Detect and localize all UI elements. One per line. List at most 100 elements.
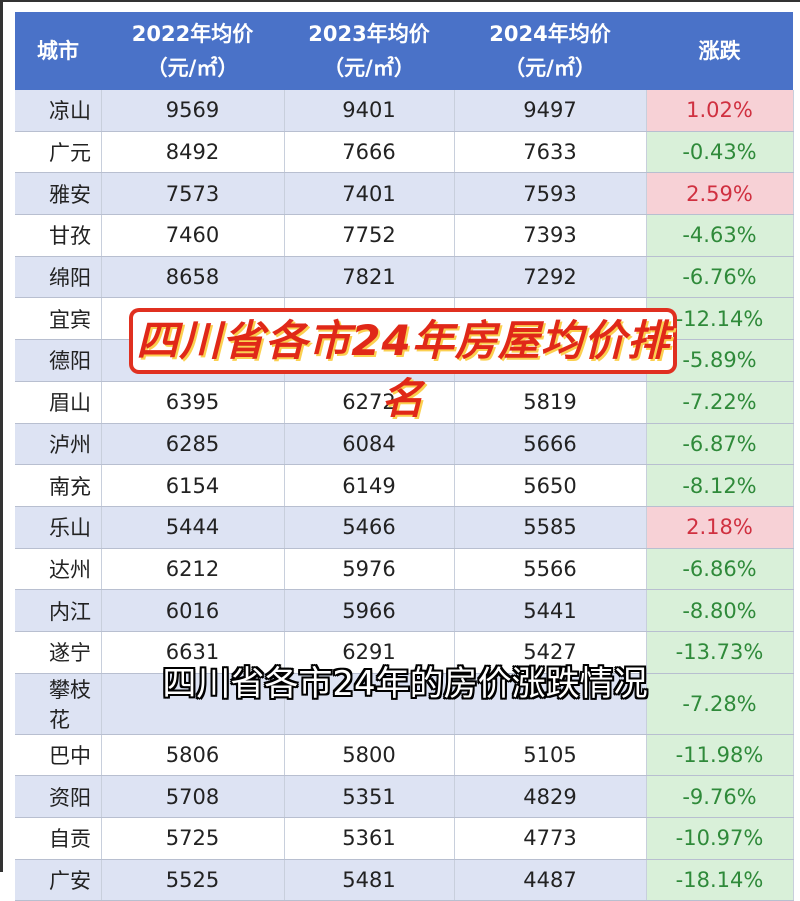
city-cell: 资阳	[15, 775, 102, 818]
table-row: 泸州 6285 6084 5666 -6.87%	[15, 423, 794, 466]
table-row: 资阳 5708 5351 4829 -9.76%	[15, 775, 794, 818]
table-row: 眉山 6395 6272 5819 -7.22%	[15, 381, 794, 424]
header-unit: （元/㎡）	[146, 56, 239, 80]
price-2022-cell: 6395	[101, 381, 285, 424]
frame	[0, 0, 800, 872]
change-cell: 2.18%	[646, 506, 794, 549]
price-2023-cell: 5481	[284, 859, 455, 901]
price-2022-cell: 7460	[101, 214, 285, 257]
header-2023-label: 2023年均价	[308, 22, 430, 46]
price-table: 城市 2022年均价 （元/㎡） 2023年均价 （元/㎡） 2024年均价 （元/㎡…	[15, 12, 794, 901]
price-2023-cell: 5800	[284, 734, 455, 777]
header-unit: （元/㎡）	[504, 56, 596, 80]
header-2024-label: 2024年均价	[489, 22, 611, 46]
header-2024: 2024年均价 （元/㎡）	[454, 12, 646, 90]
price-2022-cell: 6154	[101, 464, 285, 507]
table-row: 内江 6016 5966 5441 -8.80%	[15, 589, 794, 632]
price-2024-cell: 5819	[454, 381, 647, 424]
table-row: 攀枝花 -7.28%	[15, 673, 794, 735]
price-2024-cell: 7393	[454, 214, 647, 257]
change-cell: -13.73%	[646, 631, 794, 674]
price-2022-cell: 5725	[101, 817, 285, 860]
change-cell: -9.76%	[646, 775, 794, 818]
table-row: 广安 5525 5481 4487 -18.14%	[15, 859, 794, 901]
header-city: 城市	[15, 12, 101, 90]
table-row: 自贡 5725 5361 4773 -10.97%	[15, 817, 794, 860]
title-text: 四川省各市24年房屋均价排名	[136, 316, 670, 423]
header-change: 涨跌	[646, 12, 793, 90]
change-cell: -8.80%	[646, 589, 794, 632]
city-cell: 广元	[15, 131, 102, 174]
price-2023-cell: 6084	[284, 423, 455, 466]
city-cell: 眉山	[15, 381, 102, 424]
city-cell: 乐山	[15, 506, 102, 549]
price-2024-cell	[454, 673, 647, 735]
city-cell: 遂宁	[15, 631, 102, 674]
change-cell: -7.28%	[646, 673, 794, 735]
price-2024-cell: 4773	[454, 817, 647, 860]
price-2022-cell: 5708	[101, 775, 285, 818]
table-row: 雅安 7573 7401 7593 2.59%	[15, 172, 794, 216]
price-2022-cell: 7573	[101, 172, 285, 216]
table-row: 达州 6212 5976 5566 -6.86%	[15, 548, 794, 591]
title-banner: 四川省各市24年房屋均价排名	[133, 312, 673, 423]
price-2023-cell: 6149	[284, 464, 455, 507]
city-cell: 自贡	[15, 817, 102, 860]
city-cell: 攀枝花	[15, 673, 102, 735]
price-2023-cell: 5976	[284, 548, 455, 591]
change-cell: 1.02%	[646, 90, 794, 132]
price-2024-cell: 5441	[454, 589, 647, 632]
change-cell: 2.59%	[646, 172, 794, 216]
table-row: 巴中 5806 5800 5105 -11.98%	[15, 734, 794, 777]
city-cell: 泸州	[15, 423, 102, 466]
city-cell: 达州	[15, 548, 102, 591]
price-2022-cell: 8658	[101, 256, 285, 299]
table-row: 绵阳 8658 7821 7292 -6.76%	[15, 256, 794, 299]
table-row: 甘孜 7460 7752 7393 -4.63%	[15, 214, 794, 257]
subtitle-caption: 四川省各市24年的房价涨跌情况	[162, 664, 648, 704]
change-cell: -10.97%	[646, 817, 794, 860]
price-2023-cell: 5361	[284, 817, 455, 860]
price-2024-cell: 7593	[454, 172, 647, 216]
price-2022-cell: 6631	[101, 631, 285, 674]
price-2023-cell: 7666	[284, 131, 455, 174]
price-2024-cell: 7633	[454, 131, 647, 174]
table-header: 城市 2022年均价 （元/㎡） 2023年均价 （元/㎡） 2024年均价 （元/㎡…	[15, 12, 793, 90]
price-2024-cell: 5585	[454, 506, 647, 549]
header-2023: 2023年均价 （元/㎡）	[284, 12, 454, 90]
city-cell: 巴中	[15, 734, 102, 777]
price-2023-cell: 6272	[284, 381, 455, 424]
price-2024-cell: 9497	[454, 90, 647, 132]
table-row: 广元 8492 7666 7633 -0.43%	[15, 131, 794, 174]
header-2022-label: 2022年均价	[131, 22, 254, 46]
price-2023-cell: 5966	[284, 589, 455, 632]
city-cell: 甘孜	[15, 214, 102, 257]
price-2023-cell: 9401	[284, 90, 455, 132]
price-2024-cell: 5427	[454, 631, 647, 674]
price-2024-cell: 5105	[454, 734, 647, 777]
price-2022-cell: 5806	[101, 734, 285, 777]
price-2022-cell: 6285	[101, 423, 285, 466]
price-2022-cell: 5444	[101, 506, 285, 549]
price-2024-cell: 4487	[454, 859, 647, 901]
city-cell: 德阳	[15, 339, 102, 382]
change-cell: -11.98%	[646, 734, 794, 777]
price-2022-cell	[101, 673, 285, 735]
price-2022-cell: 6212	[101, 548, 285, 591]
city-cell: 南充	[15, 464, 102, 507]
header-unit: （元/㎡）	[323, 56, 415, 80]
change-cell: -6.86%	[646, 548, 794, 591]
price-2023-cell: 5466	[284, 506, 455, 549]
city-cell: 凉山	[15, 90, 102, 132]
change-cell: -4.63%	[646, 214, 794, 257]
price-2023-cell: 7401	[284, 172, 455, 216]
change-cell: -18.14%	[646, 859, 794, 901]
price-2022-cell: 8492	[101, 131, 285, 174]
price-2023-cell: 6291	[284, 631, 455, 674]
change-cell: -6.76%	[646, 256, 794, 299]
city-cell: 雅安	[15, 172, 102, 216]
change-cell: -8.12%	[646, 464, 794, 507]
price-2024-cell: 4829	[454, 775, 647, 818]
city-cell: 绵阳	[15, 256, 102, 299]
price-2024-cell: 5666	[454, 423, 647, 466]
